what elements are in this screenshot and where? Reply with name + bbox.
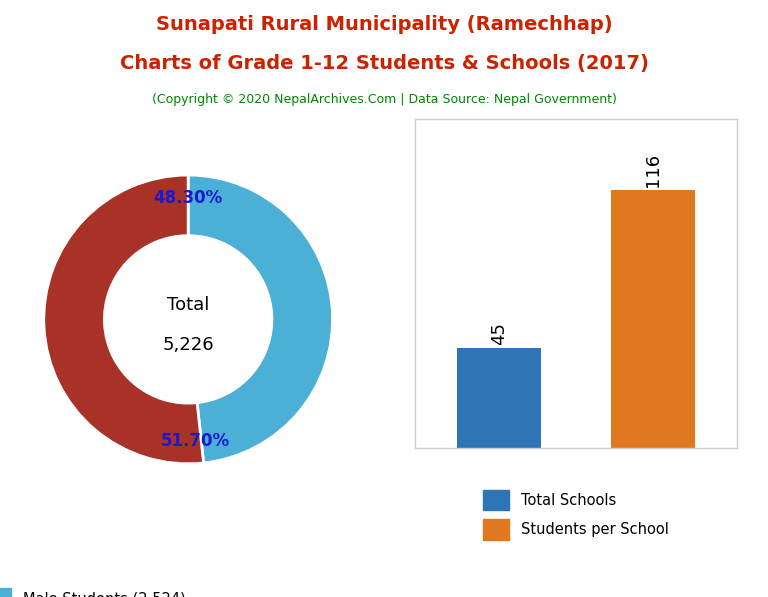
Text: Sunapati Rural Municipality (Ramechhap): Sunapati Rural Municipality (Ramechhap) [156,15,612,34]
Bar [457,348,541,448]
Text: 51.70%: 51.70% [161,432,230,450]
Text: 116: 116 [644,153,662,187]
Text: 48.30%: 48.30% [154,189,223,207]
Text: (Copyright © 2020 NepalArchives.Com | Data Source: Nepal Government): (Copyright © 2020 NepalArchives.Com | Da… [151,93,617,106]
Text: 45: 45 [490,322,508,344]
Text: Total: Total [167,296,210,314]
Legend: Total Schools, Students per School: Total Schools, Students per School [477,484,675,546]
Text: Charts of Grade 1-12 Students & Schools (2017): Charts of Grade 1-12 Students & Schools … [120,54,648,73]
Wedge shape [188,175,333,463]
Text: 5,226: 5,226 [162,336,214,355]
Legend: Male Students (2,524), Female Students (2,702): Male Students (2,524), Female Students (… [0,583,210,597]
Bar [611,190,695,448]
Wedge shape [44,175,204,464]
